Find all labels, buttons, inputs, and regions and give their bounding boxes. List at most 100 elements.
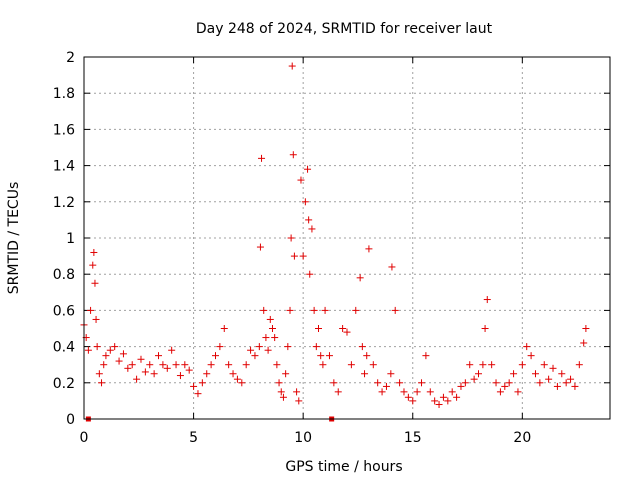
- data-point: [150, 370, 158, 378]
- data-point: [435, 401, 443, 409]
- data-point: [212, 352, 219, 360]
- data-point: [293, 388, 301, 396]
- data-point: [119, 350, 127, 358]
- data-point: [549, 364, 557, 372]
- data-point: [527, 352, 535, 360]
- data-point: [553, 382, 561, 390]
- x-axis-label: GPS time / hours: [285, 459, 402, 475]
- data-point: [580, 339, 588, 347]
- data-point: [289, 151, 297, 159]
- data-point: [216, 343, 224, 351]
- data-point: [374, 379, 382, 387]
- data-point: [277, 388, 285, 396]
- data-point: [396, 379, 404, 387]
- data-point: [92, 315, 100, 323]
- data-point: [172, 361, 180, 369]
- data-point: [220, 325, 228, 332]
- data-point: [90, 248, 98, 256]
- data-point: [481, 325, 489, 332]
- data-point: [404, 393, 412, 401]
- data-point: [330, 379, 338, 387]
- data-point: [124, 364, 132, 372]
- data-point: [505, 379, 513, 387]
- data-point: [256, 243, 264, 251]
- data-point: [155, 352, 163, 360]
- data-point: [567, 375, 575, 383]
- data-point: [358, 343, 366, 351]
- data-point: [388, 263, 396, 271]
- data-point: [190, 382, 198, 390]
- data-point: [98, 379, 106, 387]
- data-point: [137, 355, 145, 363]
- data-point: [575, 361, 583, 369]
- data-point: [100, 361, 108, 369]
- data-point: [264, 346, 272, 354]
- data-point: [247, 346, 255, 354]
- data-point: [310, 306, 318, 314]
- data-point: [391, 306, 399, 314]
- data-point: [181, 361, 189, 369]
- data-point: [312, 343, 320, 351]
- y-tick-label: 0.4: [53, 340, 75, 356]
- data-point: [352, 306, 360, 314]
- data-point: [488, 361, 496, 369]
- data-point: [207, 361, 215, 369]
- data-point: [518, 361, 526, 369]
- data-point: [514, 388, 522, 396]
- data-point: [540, 361, 548, 369]
- data-point: [242, 361, 250, 369]
- plot-frame: [83, 56, 611, 420]
- data-point: [168, 346, 176, 354]
- data-point: [163, 364, 171, 372]
- x-tick-label: 0: [80, 430, 89, 446]
- data-point: [523, 343, 531, 351]
- data-point: [418, 379, 426, 387]
- data-point: [582, 325, 590, 332]
- data-point: [461, 379, 469, 387]
- data-point: [225, 361, 233, 369]
- data-point: [492, 379, 500, 387]
- axis-ticks: 00.20.40.60.811.21.41.61.820 5 10 15 20: [53, 50, 610, 446]
- data-point: [102, 352, 110, 360]
- data-point: [444, 397, 452, 405]
- data-point: [282, 370, 290, 378]
- y-tick-label: 1.6: [53, 122, 75, 138]
- data-point: [334, 388, 342, 396]
- data-point: [483, 296, 491, 304]
- data-point: [286, 306, 294, 314]
- data-point: [262, 334, 270, 342]
- y-axis-label: SRMTID / TECUs: [6, 182, 22, 295]
- data-point: [159, 361, 167, 369]
- data-point: [571, 382, 579, 390]
- data-point: [317, 352, 325, 360]
- data-point: [266, 315, 274, 323]
- data-point: [111, 343, 119, 351]
- data-point: [365, 245, 373, 253]
- data-point: [369, 361, 377, 369]
- data-point: [133, 375, 141, 383]
- x-tick-label: 15: [404, 430, 422, 446]
- data-point: [284, 343, 292, 351]
- data-point: [198, 379, 206, 387]
- y-tick-label: 0: [66, 412, 75, 428]
- data-point: [93, 343, 101, 351]
- data-point: [496, 388, 504, 396]
- data-point: [146, 361, 154, 369]
- data-point: [475, 370, 482, 378]
- data-point: [501, 382, 509, 390]
- data-point: [304, 165, 312, 173]
- data-point: [558, 370, 566, 378]
- data-point: [306, 270, 314, 278]
- data-point: [321, 306, 329, 314]
- data-point: [176, 372, 184, 380]
- data-point: [87, 306, 95, 314]
- data-point: [470, 375, 478, 383]
- data-point: [453, 393, 461, 401]
- data-point: [387, 370, 395, 378]
- data-point: [260, 306, 268, 314]
- data-point: [457, 382, 465, 390]
- data-point: [299, 252, 307, 260]
- data-point: [422, 352, 430, 360]
- data-point: [431, 397, 439, 405]
- data-point: [295, 397, 303, 405]
